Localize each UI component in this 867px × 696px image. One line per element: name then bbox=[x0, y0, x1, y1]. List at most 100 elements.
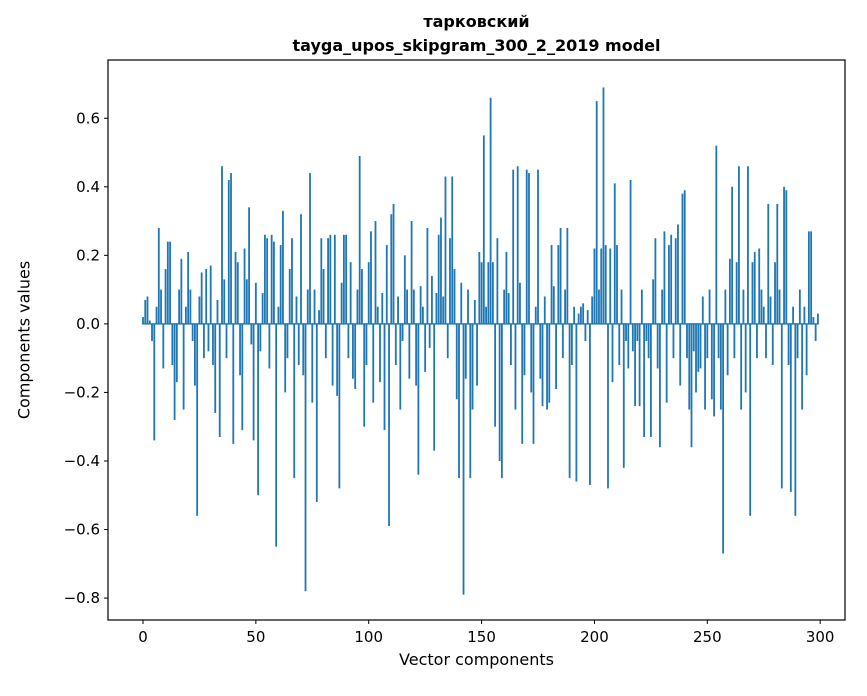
bar bbox=[230, 173, 232, 324]
bar bbox=[221, 166, 223, 324]
bar bbox=[487, 262, 490, 324]
bar bbox=[598, 289, 600, 324]
bar bbox=[433, 323, 436, 451]
bar bbox=[530, 323, 533, 393]
bar bbox=[309, 173, 311, 324]
bar bbox=[347, 323, 350, 359]
bar bbox=[207, 323, 210, 352]
bar bbox=[236, 262, 239, 324]
bar bbox=[555, 323, 557, 390]
bar bbox=[338, 323, 341, 489]
bar bbox=[690, 323, 693, 448]
bar bbox=[728, 258, 731, 324]
bar bbox=[203, 323, 205, 359]
bar bbox=[814, 323, 817, 342]
bar bbox=[593, 248, 596, 324]
bar bbox=[679, 323, 682, 386]
bar bbox=[686, 323, 688, 359]
bar bbox=[543, 296, 546, 324]
x-tick-label: 300 bbox=[806, 628, 835, 646]
bar bbox=[618, 323, 621, 366]
bar bbox=[762, 306, 765, 324]
bar bbox=[234, 251, 237, 324]
x-tick-label: 0 bbox=[138, 628, 148, 646]
bar bbox=[451, 176, 454, 324]
bar bbox=[724, 289, 727, 324]
bar bbox=[503, 289, 506, 324]
bar bbox=[399, 323, 402, 410]
bar bbox=[600, 248, 603, 324]
bar bbox=[812, 317, 815, 324]
bar bbox=[275, 323, 278, 547]
bar bbox=[365, 323, 368, 366]
bar bbox=[726, 323, 729, 376]
bar bbox=[363, 323, 366, 427]
bar bbox=[293, 323, 296, 479]
bar bbox=[559, 227, 562, 324]
bar bbox=[785, 190, 788, 324]
bar bbox=[313, 289, 316, 324]
bar bbox=[589, 323, 591, 485]
bar bbox=[564, 289, 567, 324]
bar bbox=[674, 238, 677, 324]
y-tick-label: −0.4 bbox=[64, 452, 100, 470]
y-tick-label: 0.2 bbox=[76, 246, 100, 264]
bar bbox=[638, 323, 641, 407]
bar bbox=[670, 234, 673, 324]
y-tick-label: 0.4 bbox=[76, 178, 100, 196]
bar bbox=[532, 323, 535, 444]
bar bbox=[753, 251, 756, 324]
bar bbox=[469, 323, 472, 479]
chart-title: тарковский tayga_upos_skipgram_300_2_201… bbox=[108, 10, 845, 58]
bar bbox=[695, 323, 697, 393]
bar bbox=[225, 323, 228, 359]
bar bbox=[595, 101, 598, 324]
bar bbox=[604, 245, 607, 324]
bar bbox=[677, 224, 679, 324]
bar bbox=[184, 306, 187, 324]
bar bbox=[519, 282, 521, 324]
bar bbox=[744, 323, 747, 393]
bar bbox=[164, 269, 167, 324]
bar bbox=[460, 282, 463, 324]
bar bbox=[361, 269, 363, 324]
bar bbox=[385, 245, 388, 324]
bar bbox=[805, 323, 808, 376]
bar bbox=[142, 317, 144, 324]
bar bbox=[175, 323, 178, 383]
bar bbox=[491, 262, 494, 324]
bar bbox=[577, 313, 580, 324]
bar bbox=[342, 234, 345, 324]
bar bbox=[333, 234, 336, 324]
bar bbox=[194, 323, 196, 386]
bar bbox=[631, 323, 634, 352]
chart-title-line2: tayga_upos_skipgram_300_2_2019 model bbox=[292, 36, 661, 55]
bar bbox=[476, 323, 478, 386]
bar bbox=[580, 306, 582, 324]
bar bbox=[245, 279, 248, 324]
bar bbox=[534, 306, 537, 324]
bar bbox=[187, 251, 190, 324]
bar bbox=[151, 323, 153, 342]
bar bbox=[803, 306, 806, 324]
bar bbox=[412, 289, 415, 324]
bar bbox=[455, 323, 458, 400]
bar bbox=[397, 296, 399, 324]
bar bbox=[507, 293, 510, 324]
bar bbox=[421, 306, 424, 324]
bar bbox=[155, 306, 158, 324]
bar bbox=[302, 323, 305, 376]
bar bbox=[611, 323, 614, 383]
bar bbox=[627, 323, 630, 369]
bar bbox=[428, 323, 431, 348]
bar bbox=[722, 323, 725, 554]
bar bbox=[546, 323, 548, 410]
bar bbox=[329, 234, 332, 324]
bar bbox=[401, 323, 404, 342]
bar bbox=[284, 323, 287, 393]
bar bbox=[528, 173, 530, 324]
bar bbox=[191, 323, 194, 342]
bar bbox=[214, 323, 217, 413]
bar bbox=[480, 262, 483, 324]
bar bbox=[178, 289, 181, 324]
